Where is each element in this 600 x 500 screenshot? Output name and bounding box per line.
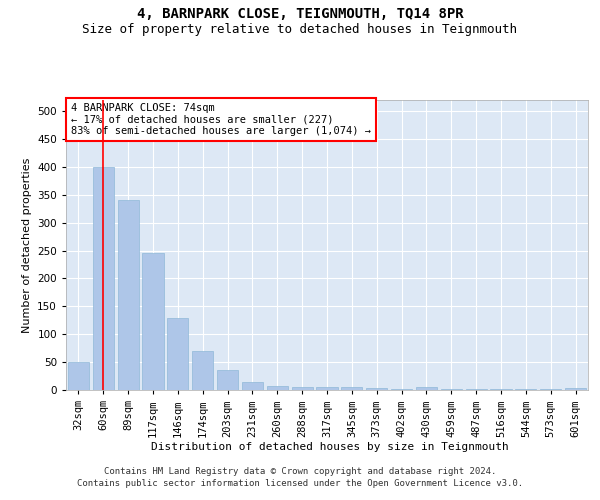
Bar xyxy=(242,382,263,390)
Bar xyxy=(515,389,536,390)
Bar xyxy=(118,200,139,390)
Bar xyxy=(267,386,288,390)
Text: Size of property relative to detached houses in Teignmouth: Size of property relative to detached ho… xyxy=(83,22,517,36)
Bar xyxy=(167,318,188,390)
Bar xyxy=(341,387,362,390)
Bar xyxy=(192,351,213,390)
Bar xyxy=(316,387,338,390)
Bar xyxy=(391,389,412,390)
Text: Distribution of detached houses by size in Teignmouth: Distribution of detached houses by size … xyxy=(151,442,509,452)
Bar xyxy=(217,370,238,390)
Bar xyxy=(366,388,387,390)
Text: Contains public sector information licensed under the Open Government Licence v3: Contains public sector information licen… xyxy=(77,479,523,488)
Bar xyxy=(292,387,313,390)
Bar xyxy=(142,254,164,390)
Y-axis label: Number of detached properties: Number of detached properties xyxy=(22,158,32,332)
Bar xyxy=(68,362,89,390)
Text: Contains HM Land Registry data © Crown copyright and database right 2024.: Contains HM Land Registry data © Crown c… xyxy=(104,468,496,476)
Bar xyxy=(565,388,586,390)
Bar xyxy=(93,167,114,390)
Bar xyxy=(416,387,437,390)
Text: 4 BARNPARK CLOSE: 74sqm
← 17% of detached houses are smaller (227)
83% of semi-d: 4 BARNPARK CLOSE: 74sqm ← 17% of detache… xyxy=(71,103,371,136)
Bar xyxy=(441,389,462,390)
Bar xyxy=(466,389,487,390)
Text: 4, BARNPARK CLOSE, TEIGNMOUTH, TQ14 8PR: 4, BARNPARK CLOSE, TEIGNMOUTH, TQ14 8PR xyxy=(137,8,463,22)
Bar xyxy=(490,389,512,390)
Bar xyxy=(540,389,561,390)
